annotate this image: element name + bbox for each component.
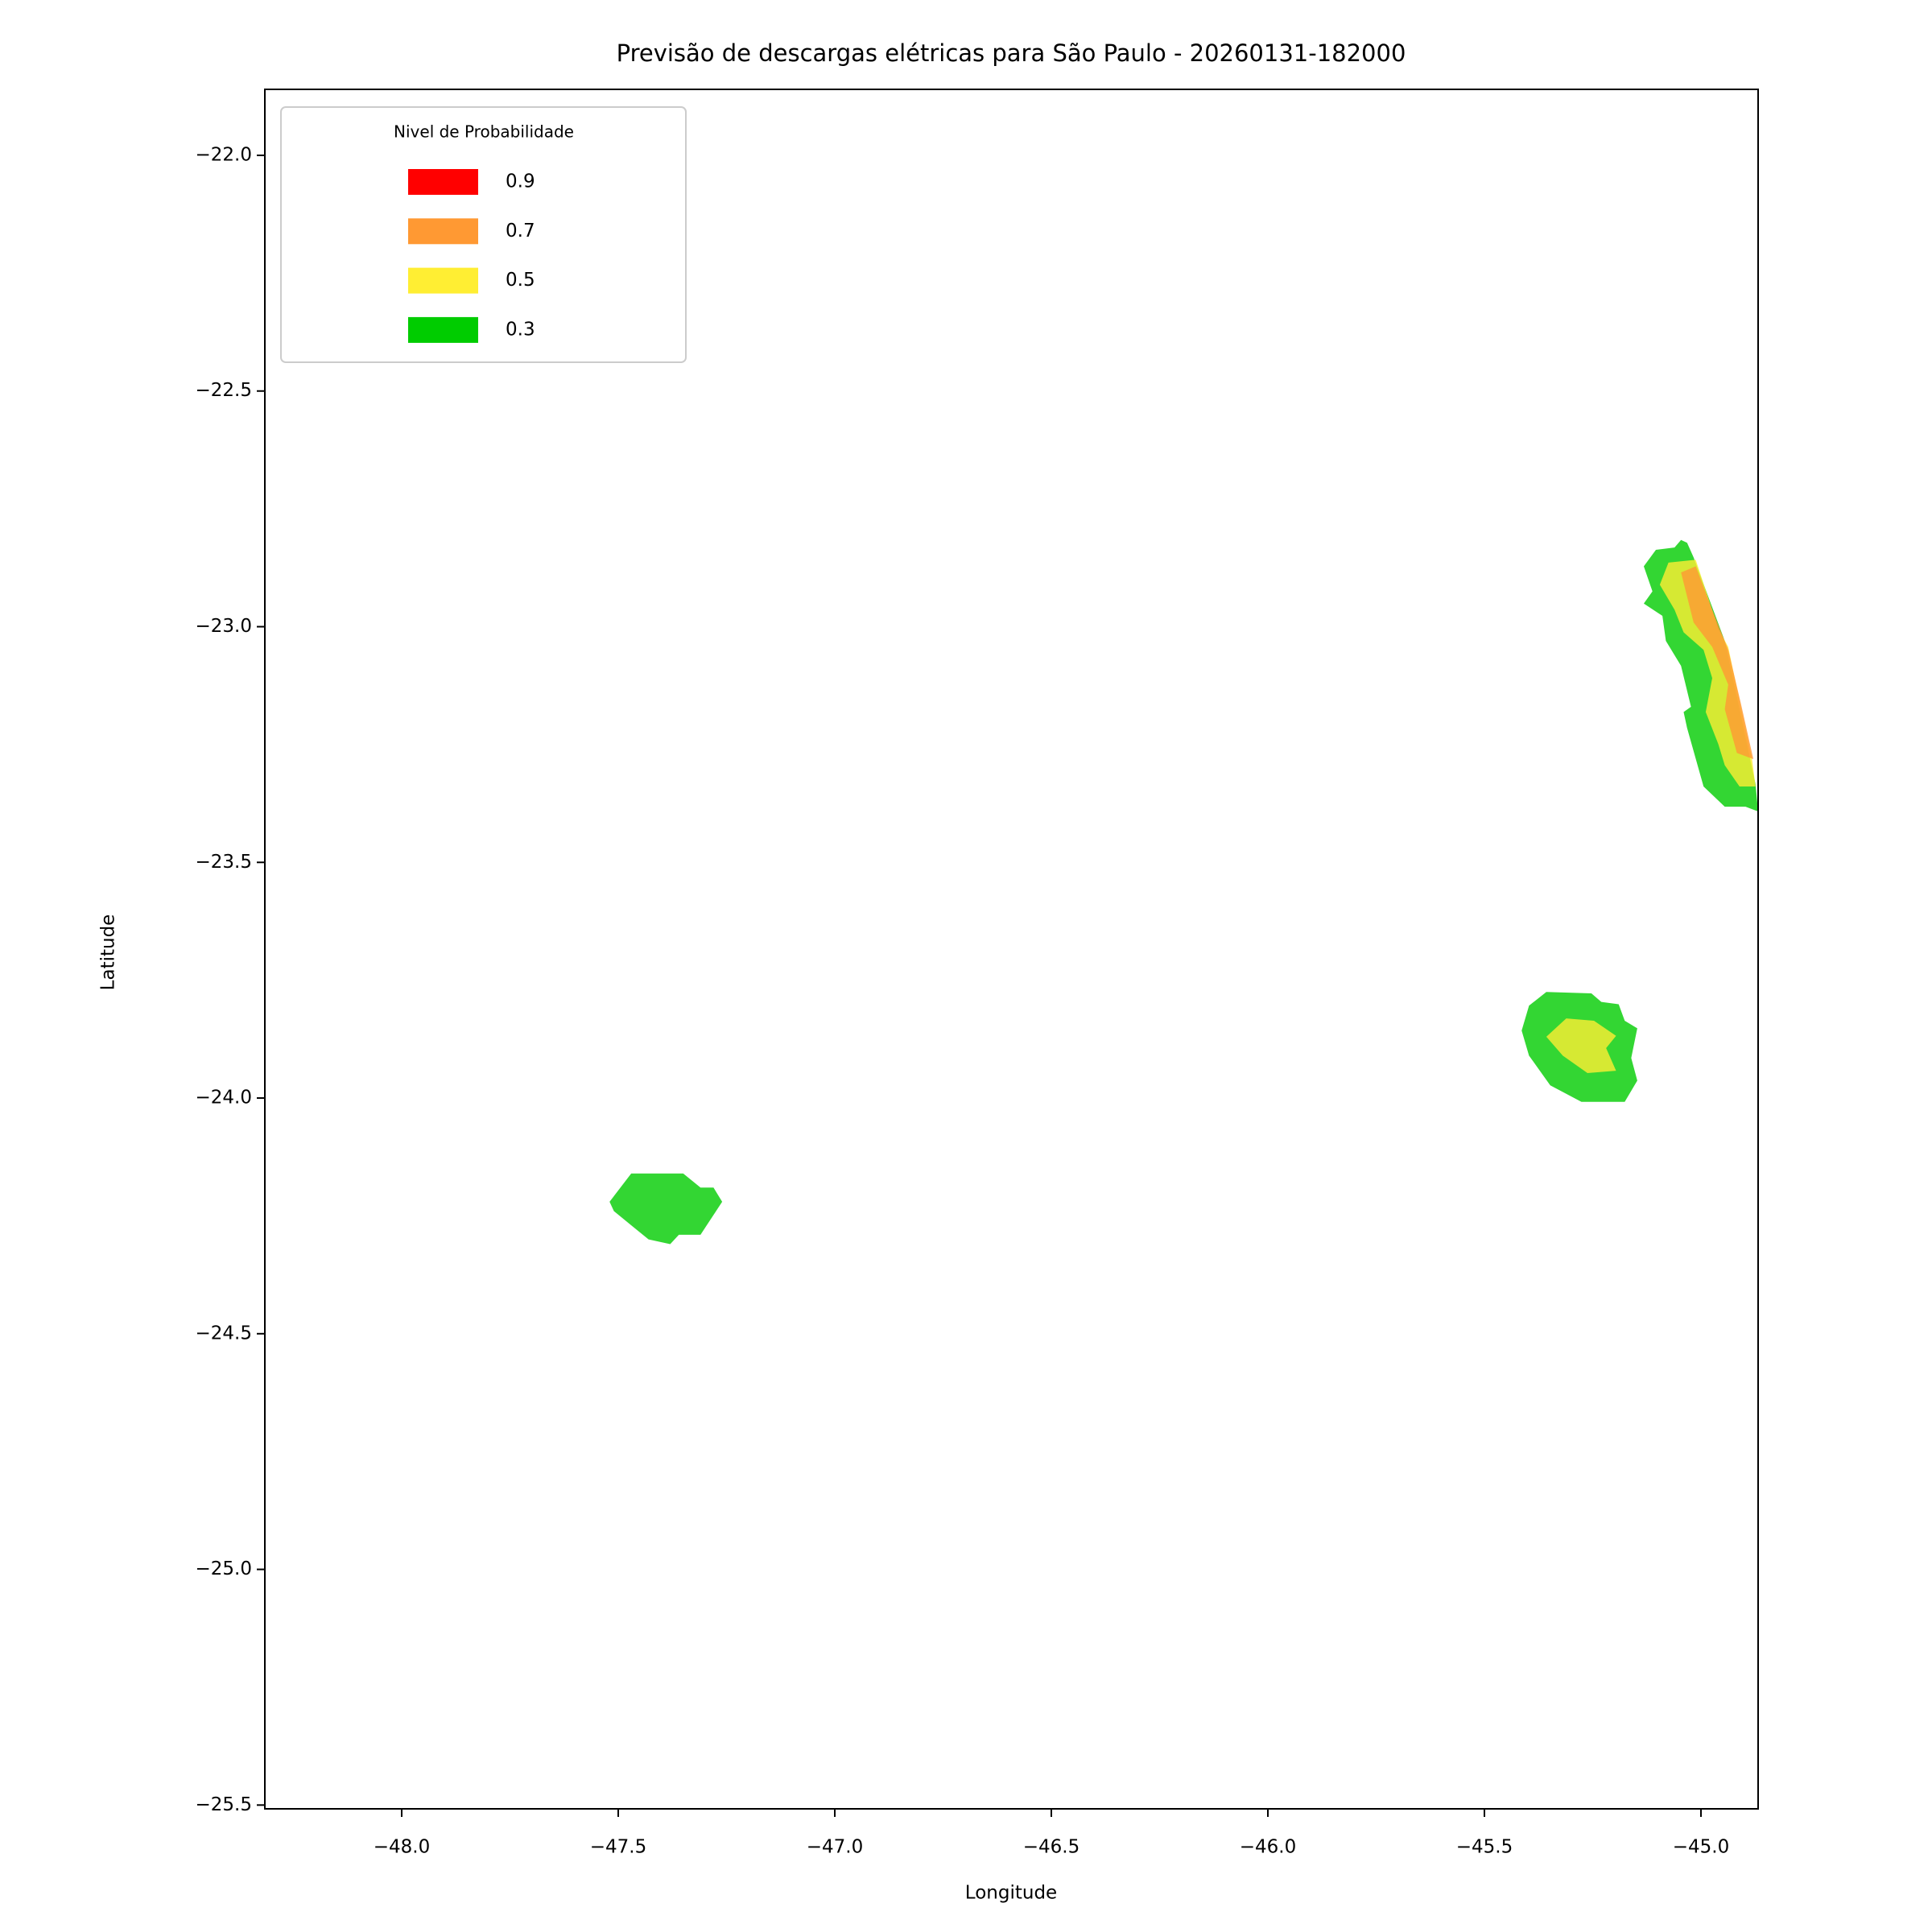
x-tick-label: −46.5 bbox=[1023, 1837, 1080, 1858]
x-tick-label: −46.0 bbox=[1240, 1837, 1296, 1858]
contour-region bbox=[1546, 1018, 1616, 1073]
plot-area bbox=[609, 539, 1758, 1245]
legend-swatch bbox=[408, 316, 478, 343]
x-tick-label: −47.5 bbox=[590, 1837, 646, 1858]
y-tick-label: −25.0 bbox=[196, 1558, 252, 1579]
y-axis-label: Latitude bbox=[98, 914, 119, 991]
y-tick-label: −22.5 bbox=[196, 380, 252, 401]
legend-label: 0.3 bbox=[506, 319, 535, 340]
x-tick-label: −47.0 bbox=[807, 1837, 863, 1858]
legend-box bbox=[280, 106, 687, 363]
legend: Nivel de Probabilidade 0.9 0.7 0.5 0.3 bbox=[280, 106, 687, 363]
x-tick-label: −45.0 bbox=[1673, 1837, 1729, 1858]
x-tick-label: −45.5 bbox=[1456, 1837, 1513, 1858]
y-tick-label: −22.0 bbox=[196, 144, 252, 165]
y-tick-label: −23.0 bbox=[196, 616, 252, 637]
contour-region bbox=[609, 1173, 723, 1245]
y-tick-label: −24.5 bbox=[196, 1323, 252, 1344]
legend-swatch bbox=[408, 169, 478, 195]
legend-swatch bbox=[408, 267, 478, 294]
x-axis-label: Longitude bbox=[965, 1883, 1057, 1904]
y-tick-label: −24.0 bbox=[196, 1088, 252, 1108]
axes-frame bbox=[264, 89, 1759, 1810]
legend-swatch bbox=[408, 218, 478, 245]
legend-label: 0.9 bbox=[506, 171, 535, 192]
legend-label: 0.7 bbox=[506, 221, 535, 242]
y-tick-label: −23.5 bbox=[196, 852, 252, 873]
legend-title: Nivel de Probabilidade bbox=[394, 122, 574, 142]
x-tick-label: −48.0 bbox=[374, 1837, 430, 1858]
chart-title: Previsão de descargas elétricas para São… bbox=[617, 39, 1406, 67]
legend-label: 0.5 bbox=[506, 270, 535, 291]
contour-region bbox=[1681, 566, 1754, 760]
y-tick-label: −25.5 bbox=[196, 1794, 252, 1815]
